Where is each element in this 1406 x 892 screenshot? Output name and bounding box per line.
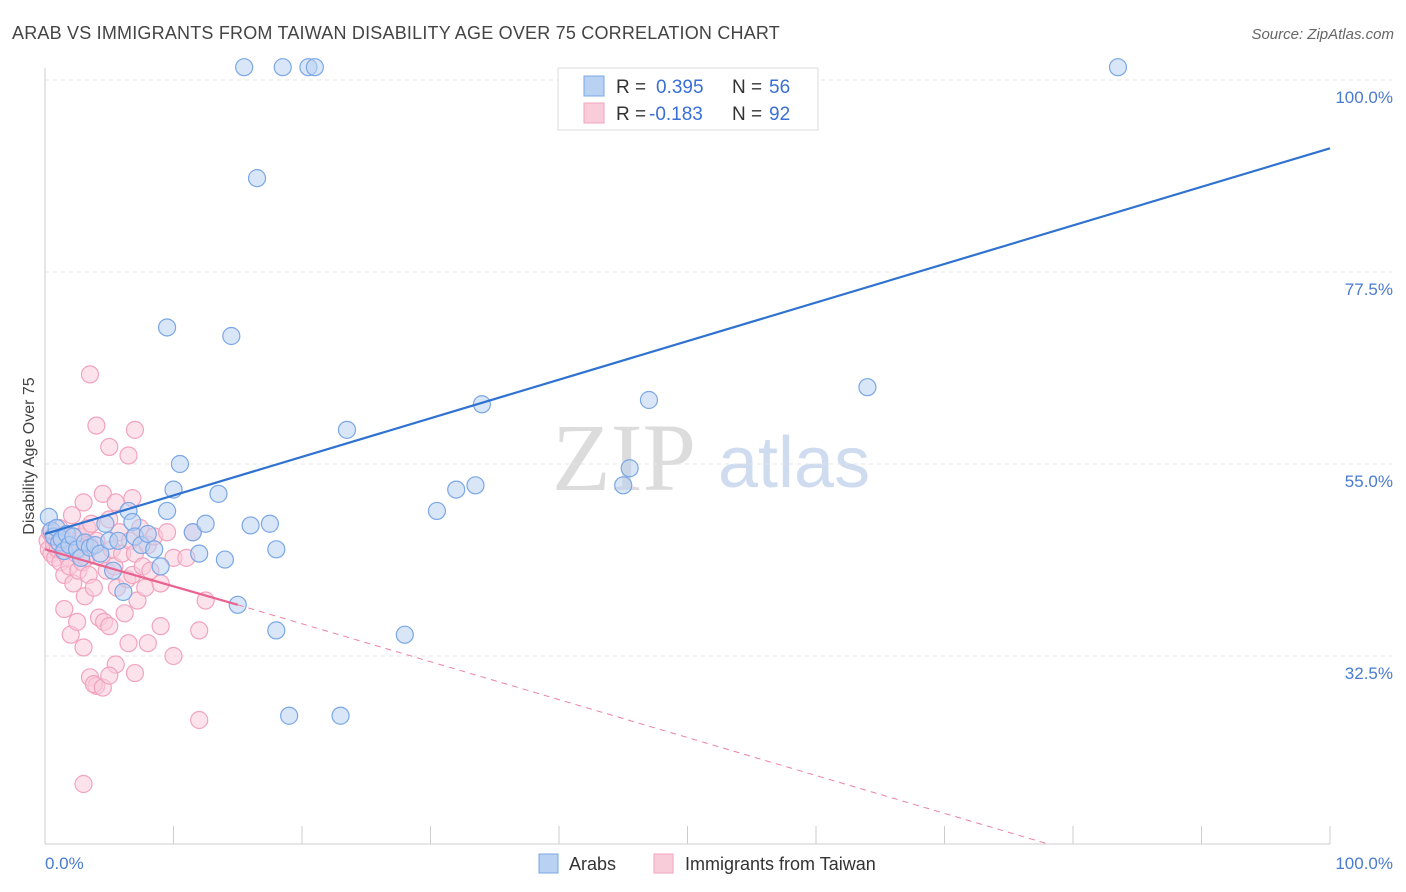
taiwan-point-28 [74,493,93,512]
legend: R = 0.395 N = 56 R = -0.183 N = 92 [557,67,819,131]
arabs-point-25 [138,524,157,544]
bottom-legend-label-taiwan: Immigrants from Taiwan [685,854,876,874]
arabs-point-26 [145,540,164,559]
bottom-legend-swatch-arabs [538,853,559,874]
y-tick-label-3: 32.5% [1345,664,1393,683]
arabs-point-40 [157,318,177,337]
arabs-point-54 [639,390,659,410]
arabs-point-59 [305,58,324,77]
arabs-point-35 [215,550,234,569]
watermark-zip: ZIP [552,404,696,511]
arabs-point-38 [260,514,279,533]
trend-lines [44,147,1331,845]
arabs-point-48 [427,501,447,521]
y-tick-label-2: 55.0% [1345,472,1393,491]
legend-r-label-arabs: R = [616,77,646,98]
taiwan-point-72 [138,634,157,653]
legend-r-label-taiwan: R = [616,104,646,125]
chart-source: Source: ZipAtlas.com [1251,26,1394,43]
taiwan-point-89 [100,666,119,685]
arabs-point-19 [109,531,128,550]
y-tick-label-1: 77.5% [1345,280,1393,299]
bottom-legend: Arabs Immigrants from Taiwan [538,853,876,874]
y-axis-tick-labels: 100.0% 77.5% 55.0% 32.5% [1335,88,1393,683]
taiwan-point-80 [87,416,106,435]
arabs-point-53 [620,459,639,478]
taiwan-point-60 [157,523,177,542]
arabs-point-27 [151,557,170,576]
trend-line-taiwan [44,548,239,606]
series-arabs [39,58,1128,725]
taiwan-point-81 [100,437,119,457]
legend-swatch-taiwan [583,102,605,124]
arabs-point-60 [1108,58,1128,77]
arabs-point-45 [331,706,350,725]
arabs-point-44 [280,706,299,725]
x-tick-label-min: 0.0% [45,854,84,873]
trend-line-arabs [44,147,1331,536]
taiwan-point-55 [136,578,155,597]
taiwan-point-73 [151,617,170,636]
taiwan-point-78 [74,774,93,794]
taiwan-point-82 [119,446,138,465]
x-tick-label-max: 100.0% [1335,854,1393,873]
arabs-point-41 [222,326,241,346]
taiwan-point-79 [80,365,100,384]
taiwan-point-71 [125,663,145,683]
taiwan-point-74 [164,646,183,666]
arabs-point-52 [614,476,633,495]
arabs-point-56 [235,58,254,77]
taiwan-point-64 [68,612,87,631]
taiwan-point-70 [119,634,138,653]
arabs-point-30 [170,454,190,474]
taiwan-point-65 [74,638,93,657]
legend-n-value-taiwan: 92 [769,104,790,125]
taiwan-point-47 [115,604,134,623]
arabs-point-39 [267,540,286,559]
arabs-point-49 [447,480,466,499]
legend-n-label-taiwan: N = [732,104,762,125]
arabs-point-50 [466,476,485,495]
taiwan-point-68 [100,617,119,636]
trend-line-taiwan-extension [237,604,1048,845]
watermark-atlas: atlas [718,423,870,503]
y-tick-label-0: 100.0% [1335,88,1393,107]
arabs-point-46 [337,420,357,439]
taiwan-point-85 [106,493,125,512]
legend-n-value-arabs: 56 [769,77,790,98]
taiwan-point-77 [190,710,209,730]
arabs-point-31 [183,523,202,542]
taiwan-point-62 [55,599,74,619]
arabs-point-42 [247,169,267,188]
arabs-point-37 [241,516,260,535]
taiwan-point-84 [93,484,112,503]
watermark: ZIP atlas [552,404,870,511]
legend-r-value-arabs: 0.395 [656,77,704,98]
taiwan-point-35 [84,578,103,597]
bottom-legend-label-arabs: Arabs [569,854,616,874]
grid-lines [45,79,1392,657]
arabs-point-20 [114,582,133,602]
arabs-point-15 [91,544,110,563]
arabs-point-34 [209,484,228,503]
series-immigrants-from-taiwan [38,365,215,794]
taiwan-point-83 [125,420,145,439]
legend-r-value-taiwan: -0.183 [649,104,703,125]
arabs-point-47 [395,625,414,644]
arabs-point-57 [273,58,292,77]
arabs-point-32 [190,544,209,563]
x-axis-ticks [44,826,1331,844]
bottom-legend-swatch-taiwan [653,853,674,874]
arabs-point-33 [196,514,215,533]
y-axis-label: Disability Age Over 75 [21,377,38,535]
legend-swatch-arabs [583,75,605,97]
taiwan-point-75 [190,621,209,640]
arabs-point-43 [267,621,286,640]
legend-n-label-arabs: N = [732,77,762,98]
chart-title: ARAB VS IMMIGRANTS FROM TAIWAN DISABILIT… [12,23,780,43]
arabs-point-28 [157,501,177,521]
arabs-point-55 [858,378,877,397]
taiwan-point-19 [62,506,82,525]
